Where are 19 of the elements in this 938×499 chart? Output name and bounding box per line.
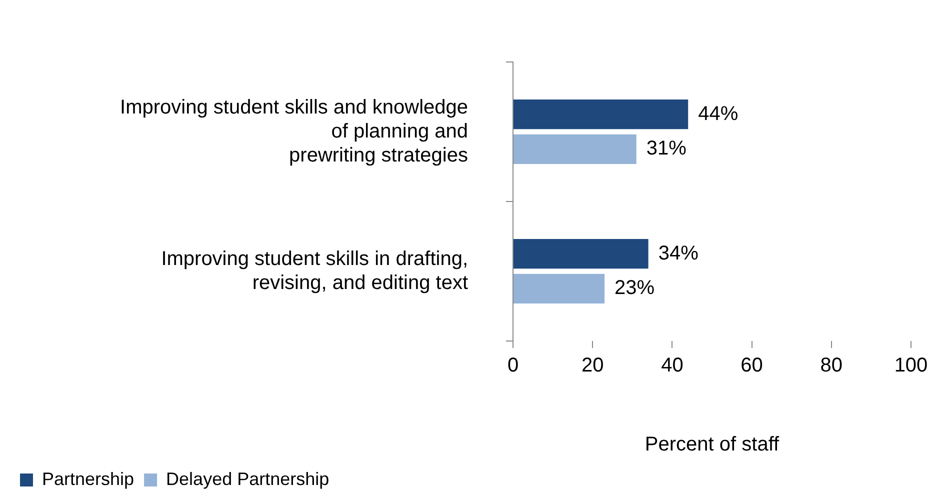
data-label: 44%	[698, 102, 738, 125]
x-axis-title: Percent of staff	[644, 434, 780, 456]
legend-label: Delayed Partnership	[166, 468, 330, 489]
data-label: 31%	[646, 138, 687, 160]
x-tick-label: 60	[740, 354, 763, 377]
x-tick-label: 20	[581, 354, 604, 377]
x-tick-label: 80	[820, 354, 843, 377]
data-label: 23%	[614, 277, 655, 300]
bar	[514, 238, 648, 269]
bar	[514, 134, 636, 164]
bar	[514, 99, 688, 130]
y-tick-label: Improving student skills in drafting, revising, and editing text	[161, 248, 468, 294]
legend-label: Partnership	[42, 468, 134, 489]
x-tick-label: 100	[894, 354, 928, 377]
y-tick-label: Improving student skills and knowledge of planning and prewriting strategies	[120, 96, 468, 166]
x-tick-label: 0	[507, 354, 519, 377]
data-label: 34%	[658, 242, 699, 264]
bar	[514, 274, 605, 304]
x-tick-label: 40	[661, 354, 684, 377]
